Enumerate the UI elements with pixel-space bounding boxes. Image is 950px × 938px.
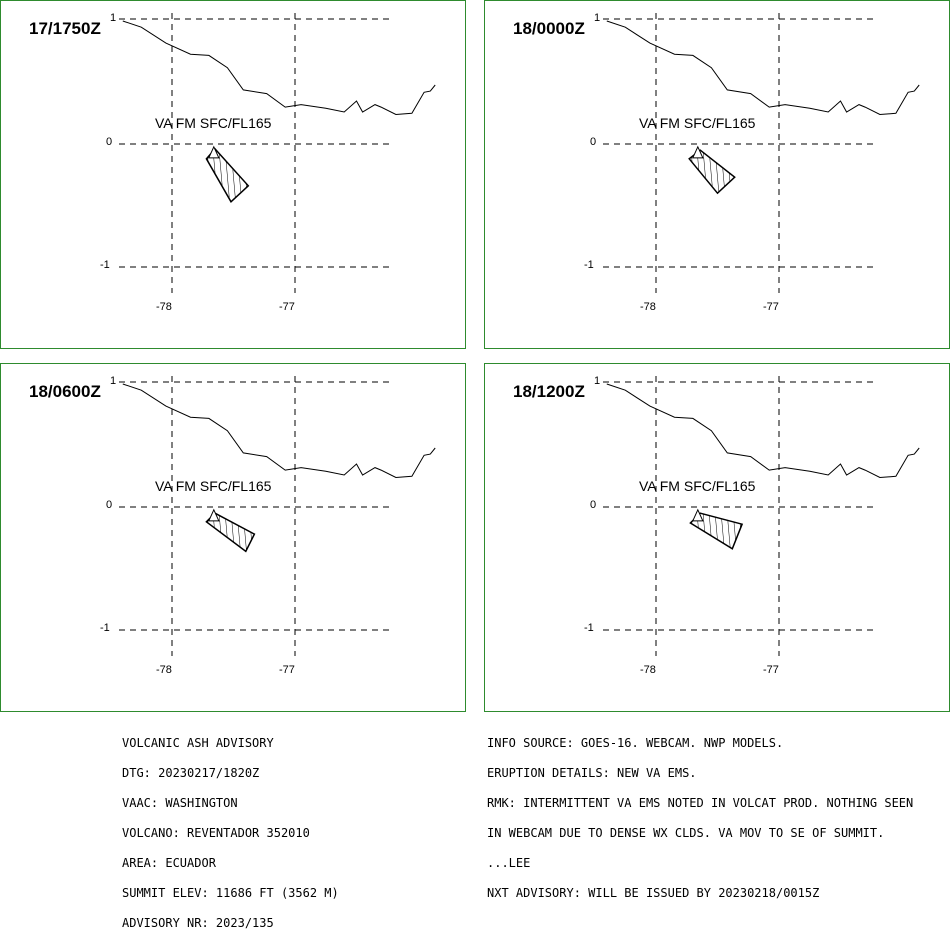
lat-tick-label: 0	[106, 136, 113, 148]
map-svg	[603, 13, 920, 293]
panel-valid-time: 18/1200Z	[513, 382, 585, 401]
lat-tick-label: 1	[594, 12, 601, 24]
lon-tick-label: -77	[279, 664, 295, 676]
advisory-header-right: INFO SOURCE: GOES-16. WEBCAM. NWP MODELS…	[487, 718, 913, 908]
coastline	[606, 20, 920, 116]
forecast-panel-p3: 18/0600Z 1 VA FM SFC/FL165 0 -1 -78 -77	[0, 363, 466, 712]
advisory-line: ADVISORY NR: 2023/135	[122, 916, 274, 930]
advisory-header-left: VOLCANIC ASH ADVISORY DTG: 20230217/1820…	[122, 718, 339, 938]
coastline	[122, 20, 436, 116]
lat-tick-label: 1	[110, 12, 117, 24]
advisory-line: DTG: 20230217/1820Z	[122, 766, 260, 780]
forecast-panel-p2: 18/0000Z 1 VA FM SFC/FL165 0 -1 -78 -77	[484, 0, 950, 349]
advisory-line: VAAC: WASHINGTON	[122, 796, 238, 810]
lat-tick-label: -1	[100, 259, 110, 271]
lat-tick-label: -1	[100, 622, 110, 634]
lat-tick-label: -1	[584, 622, 594, 634]
lon-tick-label: -77	[763, 301, 779, 313]
ash-height-label: VA FM SFC/FL165	[639, 478, 756, 494]
lat-tick-label: 0	[590, 136, 597, 148]
forecast-panel-p4: 18/1200Z 1 VA FM SFC/FL165 0 -1 -78 -77	[484, 363, 950, 712]
advisory-line: ERUPTION DETAILS: NEW VA EMS.	[487, 766, 697, 780]
lon-tick-label: -78	[640, 301, 656, 313]
ash-cloud-polygon	[205, 147, 250, 203]
volcano-icon	[208, 508, 220, 522]
map-svg	[119, 376, 436, 656]
advisory-line: VOLCANIC ASH ADVISORY	[122, 736, 274, 750]
advisory-line: SUMMIT ELEV: 11686 FT (3562 M)	[122, 886, 339, 900]
advisory-line: VOLCANO: REVENTADOR 352010	[122, 826, 310, 840]
lon-tick-label: -78	[640, 664, 656, 676]
map-svg	[603, 376, 920, 656]
panel-valid-time: 18/0600Z	[29, 382, 101, 401]
volcano-icon	[692, 508, 704, 522]
ash-cloud-polygon	[688, 149, 736, 195]
forecast-panel-p1: 17/1750Z 1 VA FM SFC/FL165 0 -1 -78 -77	[0, 0, 466, 349]
advisory-line: ...LEE	[487, 856, 531, 870]
advisory-line: INFO SOURCE: GOES-16. WEBCAM. NWP MODELS…	[487, 736, 784, 750]
advisory-line: AREA: ECUADOR	[122, 856, 216, 870]
lon-tick-label: -77	[279, 301, 295, 313]
lat-tick-label: 1	[110, 375, 117, 387]
lon-tick-label: -78	[156, 664, 172, 676]
volcano-icon	[692, 145, 704, 159]
advisory-line: RMK: INTERMITTENT VA EMS NOTED IN VOLCAT…	[487, 796, 914, 810]
panel-valid-time: 18/0000Z	[513, 19, 585, 38]
advisory-line: NXT ADVISORY: WILL BE ISSUED BY 20230218…	[487, 886, 820, 900]
lat-tick-label: 1	[594, 375, 601, 387]
lon-tick-label: -78	[156, 301, 172, 313]
lat-tick-label: -1	[584, 259, 594, 271]
map-svg	[119, 13, 436, 293]
lon-tick-label: -77	[763, 664, 779, 676]
ash-height-label: VA FM SFC/FL165	[155, 115, 272, 131]
lat-tick-label: 0	[106, 499, 113, 511]
ash-height-label: VA FM SFC/FL165	[639, 115, 756, 131]
coastline	[606, 383, 920, 479]
volcano-icon	[208, 145, 220, 159]
ash-height-label: VA FM SFC/FL165	[155, 478, 272, 494]
panel-valid-time: 17/1750Z	[29, 19, 101, 38]
advisory-line: IN WEBCAM DUE TO DENSE WX CLDS. VA MOV T…	[487, 826, 885, 840]
lat-tick-label: 0	[590, 499, 597, 511]
coastline	[122, 383, 436, 479]
